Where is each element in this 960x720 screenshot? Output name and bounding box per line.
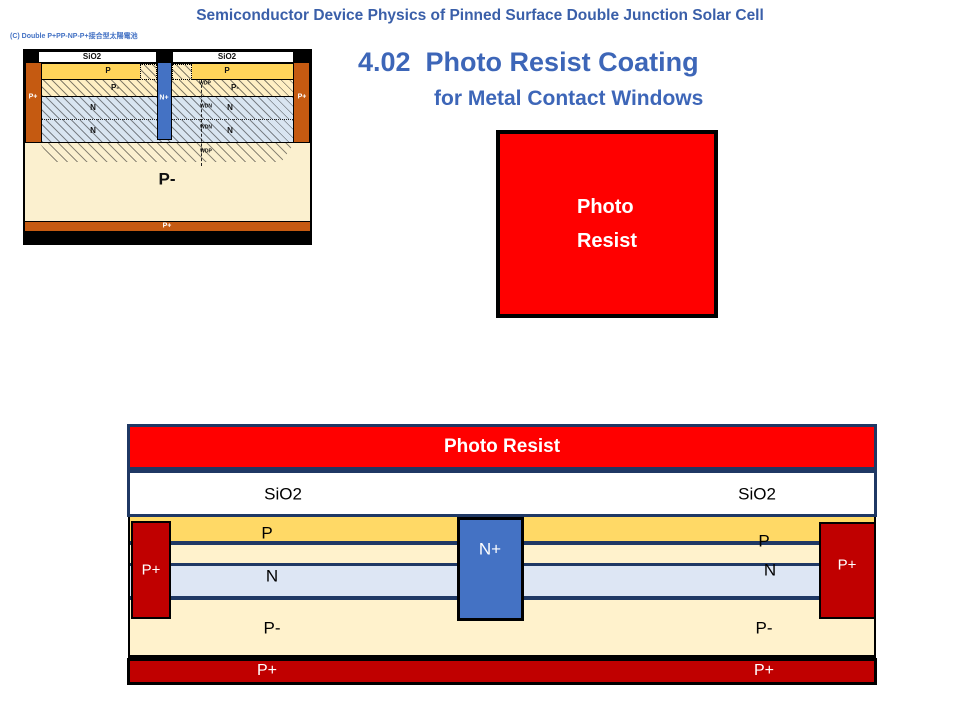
main-n-left-label: N — [265, 566, 279, 586]
main-nplus-column — [457, 517, 524, 621]
main-p-right-label: P — [758, 531, 770, 551]
main-photo-resist-layer: Photo Resist — [127, 424, 877, 470]
mini-pinned-region-left — [140, 64, 157, 80]
mini-substrate — [25, 143, 310, 221]
main-device-diagram: Photo Resist SiO2 SiO2 N+ P+ P+ P P N N … — [127, 424, 877, 685]
mini-sio2-right — [172, 51, 294, 63]
photo-resist-line1: Photo — [576, 196, 634, 218]
mini-contact-square-right — [294, 51, 310, 63]
main-pplus-band — [127, 658, 877, 685]
main-sio2-layer — [127, 470, 877, 517]
photo-resist-callout-box: Photo Resist — [496, 130, 718, 318]
mini-pminus-right-label: P- — [231, 83, 239, 92]
main-pminus-right-label: P- — [755, 618, 773, 638]
main-p-left-label: P — [261, 523, 273, 543]
mini-n-top-left-label: N — [90, 103, 96, 112]
mini-sio2-right-label: SiO2 — [217, 52, 237, 61]
mini-n-bottom-left-label: N — [90, 126, 96, 135]
main-pplus-block-right-label: P+ — [837, 556, 857, 574]
main-sio2-left-label: SiO2 — [264, 484, 302, 504]
mini-nplus-column — [157, 62, 172, 140]
mini-device-diagram: SiO2 SiO2 P+ P+ N+ P P P- P- N N N N WDP… — [23, 49, 312, 245]
mini-pplus-column-left — [25, 62, 42, 143]
main-pplus-band-left-label: P+ — [256, 662, 278, 679]
mini-wdn-top-label: WDN — [200, 103, 212, 110]
mini-sio2-left — [38, 51, 157, 63]
photo-resist-line2: Resist — [576, 230, 638, 252]
main-pplus-band-right-label: P+ — [753, 662, 775, 679]
mini-contact-square-center — [157, 51, 172, 63]
mini-depletion-trapezoid — [39, 143, 295, 162]
mini-pminus-left-label: P- — [111, 83, 119, 92]
mini-nplus-label: N+ — [159, 94, 169, 102]
mini-p-right-label: P — [224, 66, 230, 75]
mini-diagram-caption: (C) Double P+PP-NP-P+接合型太陽電池 — [10, 33, 138, 40]
main-pplus-block-right — [819, 522, 876, 619]
main-nplus-label: N+ — [478, 539, 502, 559]
photo-resist-callout-text: Photo Resist — [577, 190, 637, 258]
mini-wdp-top-label: WDP — [199, 80, 211, 87]
mini-wdn-bottom-label: WDN — [200, 124, 212, 131]
slide-title: Semiconductor Device Physics of Pinned S… — [196, 7, 764, 24]
mini-sio2-left-label: SiO2 — [82, 52, 102, 61]
mini-pplus-right-label: P+ — [297, 93, 307, 101]
mini-contact-square-left — [25, 51, 38, 63]
mini-pplus-column-right — [293, 62, 310, 143]
section-subheading: for Metal Contact Windows — [434, 87, 704, 110]
mini-depletion-dash-line — [201, 80, 202, 166]
mini-n-bottom-right-label: N — [227, 126, 233, 135]
mini-pplus-left-label: P+ — [28, 93, 38, 101]
mini-bottom-metal — [25, 231, 310, 243]
main-n-right-label: N — [763, 560, 777, 580]
mini-p-left-label: P — [105, 66, 111, 75]
main-photo-resist-label: Photo Resist — [443, 436, 561, 457]
section-heading: 4.02 Photo Resist Coating — [358, 47, 699, 77]
mini-substrate-label: P- — [158, 169, 176, 189]
mini-back-contact-label: P+ — [162, 222, 172, 230]
mini-back-contact — [25, 221, 310, 231]
main-sio2-right-label: SiO2 — [738, 484, 776, 504]
main-pplus-block-left-label: P+ — [141, 561, 161, 579]
mini-pinned-region-right — [172, 64, 192, 80]
mini-wdp-bottom-label: WDP — [200, 148, 212, 155]
main-pminus-left-label: P- — [263, 618, 281, 638]
mini-n-top-right-label: N — [227, 103, 233, 112]
main-pplus-block-left — [131, 521, 171, 619]
